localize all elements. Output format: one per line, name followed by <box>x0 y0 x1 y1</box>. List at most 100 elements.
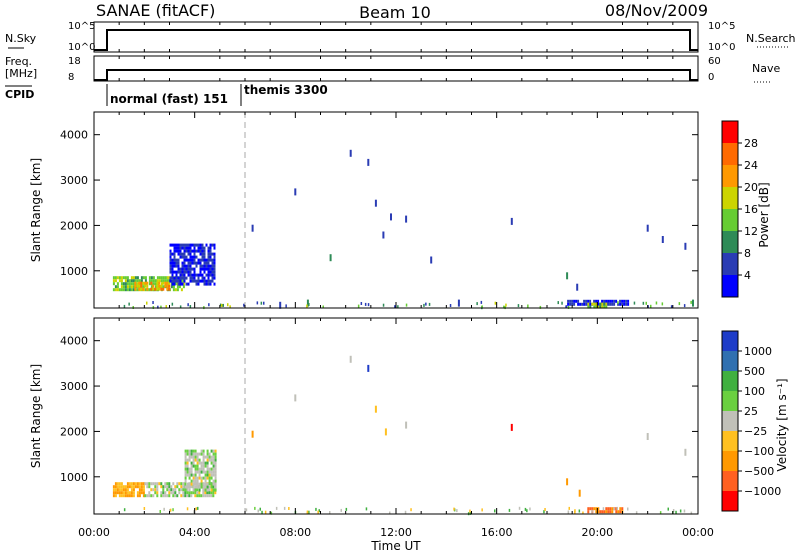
echo-cell <box>193 249 196 253</box>
echo-cell <box>171 252 174 256</box>
echo-cell <box>179 267 182 271</box>
echo-cell <box>212 458 215 462</box>
echo-cell <box>176 494 179 498</box>
echo-cell <box>179 276 182 280</box>
freq-strip-frame <box>93 55 699 82</box>
speckle-cell <box>690 511 693 515</box>
echo-cell <box>185 270 188 274</box>
echo-cell <box>170 485 173 489</box>
echo-cell <box>214 470 217 474</box>
echo-cell <box>190 470 193 474</box>
echo-cell <box>122 491 125 495</box>
echo-cell <box>627 299 630 303</box>
echo-cell <box>171 264 174 268</box>
speckle-cell <box>187 303 189 307</box>
echo-cell <box>138 279 141 283</box>
echo-cell <box>173 270 176 274</box>
echo-cell <box>192 464 195 468</box>
colorbar-swatch <box>722 471 738 492</box>
echo-cell <box>184 488 187 492</box>
echo-cell <box>166 284 169 288</box>
echo-point <box>251 224 254 232</box>
speckle-cell <box>557 301 559 305</box>
echo-cell <box>166 482 169 486</box>
echo-cell <box>174 282 177 286</box>
echo-cell <box>116 288 119 292</box>
echo-cell <box>213 246 216 250</box>
echo-cell <box>196 467 199 471</box>
echo-cell <box>202 455 205 459</box>
echo-cell <box>118 491 121 495</box>
echo-cell <box>130 494 133 498</box>
echo-cell <box>148 494 151 498</box>
echo-cell <box>136 494 139 498</box>
echo-cell <box>201 249 204 253</box>
echo-cell <box>190 452 193 456</box>
echo-cell <box>587 305 590 309</box>
echo-cell <box>206 461 209 465</box>
echo-cell <box>184 470 187 474</box>
echo-cell <box>189 267 192 271</box>
echo-cell <box>169 279 172 283</box>
speckle-cell <box>672 509 675 512</box>
echo-cell <box>190 461 193 465</box>
echo-cell <box>164 276 167 280</box>
echo-point <box>510 217 513 225</box>
echo-cell <box>197 261 200 265</box>
echo-cell <box>124 279 127 283</box>
echo-cell <box>124 285 127 289</box>
echo-cell <box>213 270 216 274</box>
echo-cell <box>621 302 624 306</box>
echo-cell <box>150 488 153 492</box>
speckle-cell <box>683 304 686 308</box>
echo-cell <box>179 252 182 256</box>
echo-cell <box>150 494 153 498</box>
speckle-cell <box>229 305 231 309</box>
echo-cell <box>192 485 195 489</box>
echo-cell <box>609 510 612 514</box>
power-panel <box>112 112 694 310</box>
echo-cell <box>174 288 177 292</box>
echo-cell <box>146 482 149 486</box>
echo-cell <box>177 258 180 262</box>
colorbar-tick-label: 1000 <box>744 345 772 358</box>
colorbar-tick-label: 4 <box>744 269 751 282</box>
echo-cell <box>199 258 202 262</box>
echo-cell <box>202 449 205 453</box>
colorbar-tick-label: 12 <box>744 225 758 238</box>
echo-cell <box>177 252 180 256</box>
echo-point <box>374 199 377 207</box>
echo-cell <box>132 494 135 498</box>
echo-cell <box>203 279 206 283</box>
echo-region <box>184 449 217 492</box>
echo-cell <box>208 473 211 477</box>
echo-cell <box>207 270 210 274</box>
echo-cell <box>611 510 614 514</box>
echo-cell <box>213 282 216 286</box>
echo-cell <box>597 507 600 511</box>
echo-cell <box>204 470 207 474</box>
speckle-cell <box>157 305 159 309</box>
echo-cell <box>138 281 141 285</box>
echo-cell <box>130 288 133 292</box>
echo-cell <box>144 279 147 283</box>
echo-cell <box>120 485 123 489</box>
speckle-cell <box>539 305 542 309</box>
echo-cell <box>175 279 178 283</box>
speckle-cell <box>256 301 259 305</box>
beam-title: Beam 10 <box>359 3 431 22</box>
echo-cell <box>597 302 600 306</box>
echo-cell <box>189 258 192 262</box>
echo-cell <box>603 302 606 306</box>
echo-cell <box>172 488 175 492</box>
echo-cell <box>205 264 208 268</box>
speckle-cell <box>329 511 331 514</box>
echo-cell <box>189 270 192 274</box>
echo-cell <box>200 482 203 486</box>
echo-cell <box>136 276 139 280</box>
echo-cell <box>174 494 177 498</box>
echo-cell <box>210 491 213 495</box>
echo-cell <box>595 510 598 514</box>
echo-cell <box>184 473 187 477</box>
echo-cell <box>164 482 167 486</box>
